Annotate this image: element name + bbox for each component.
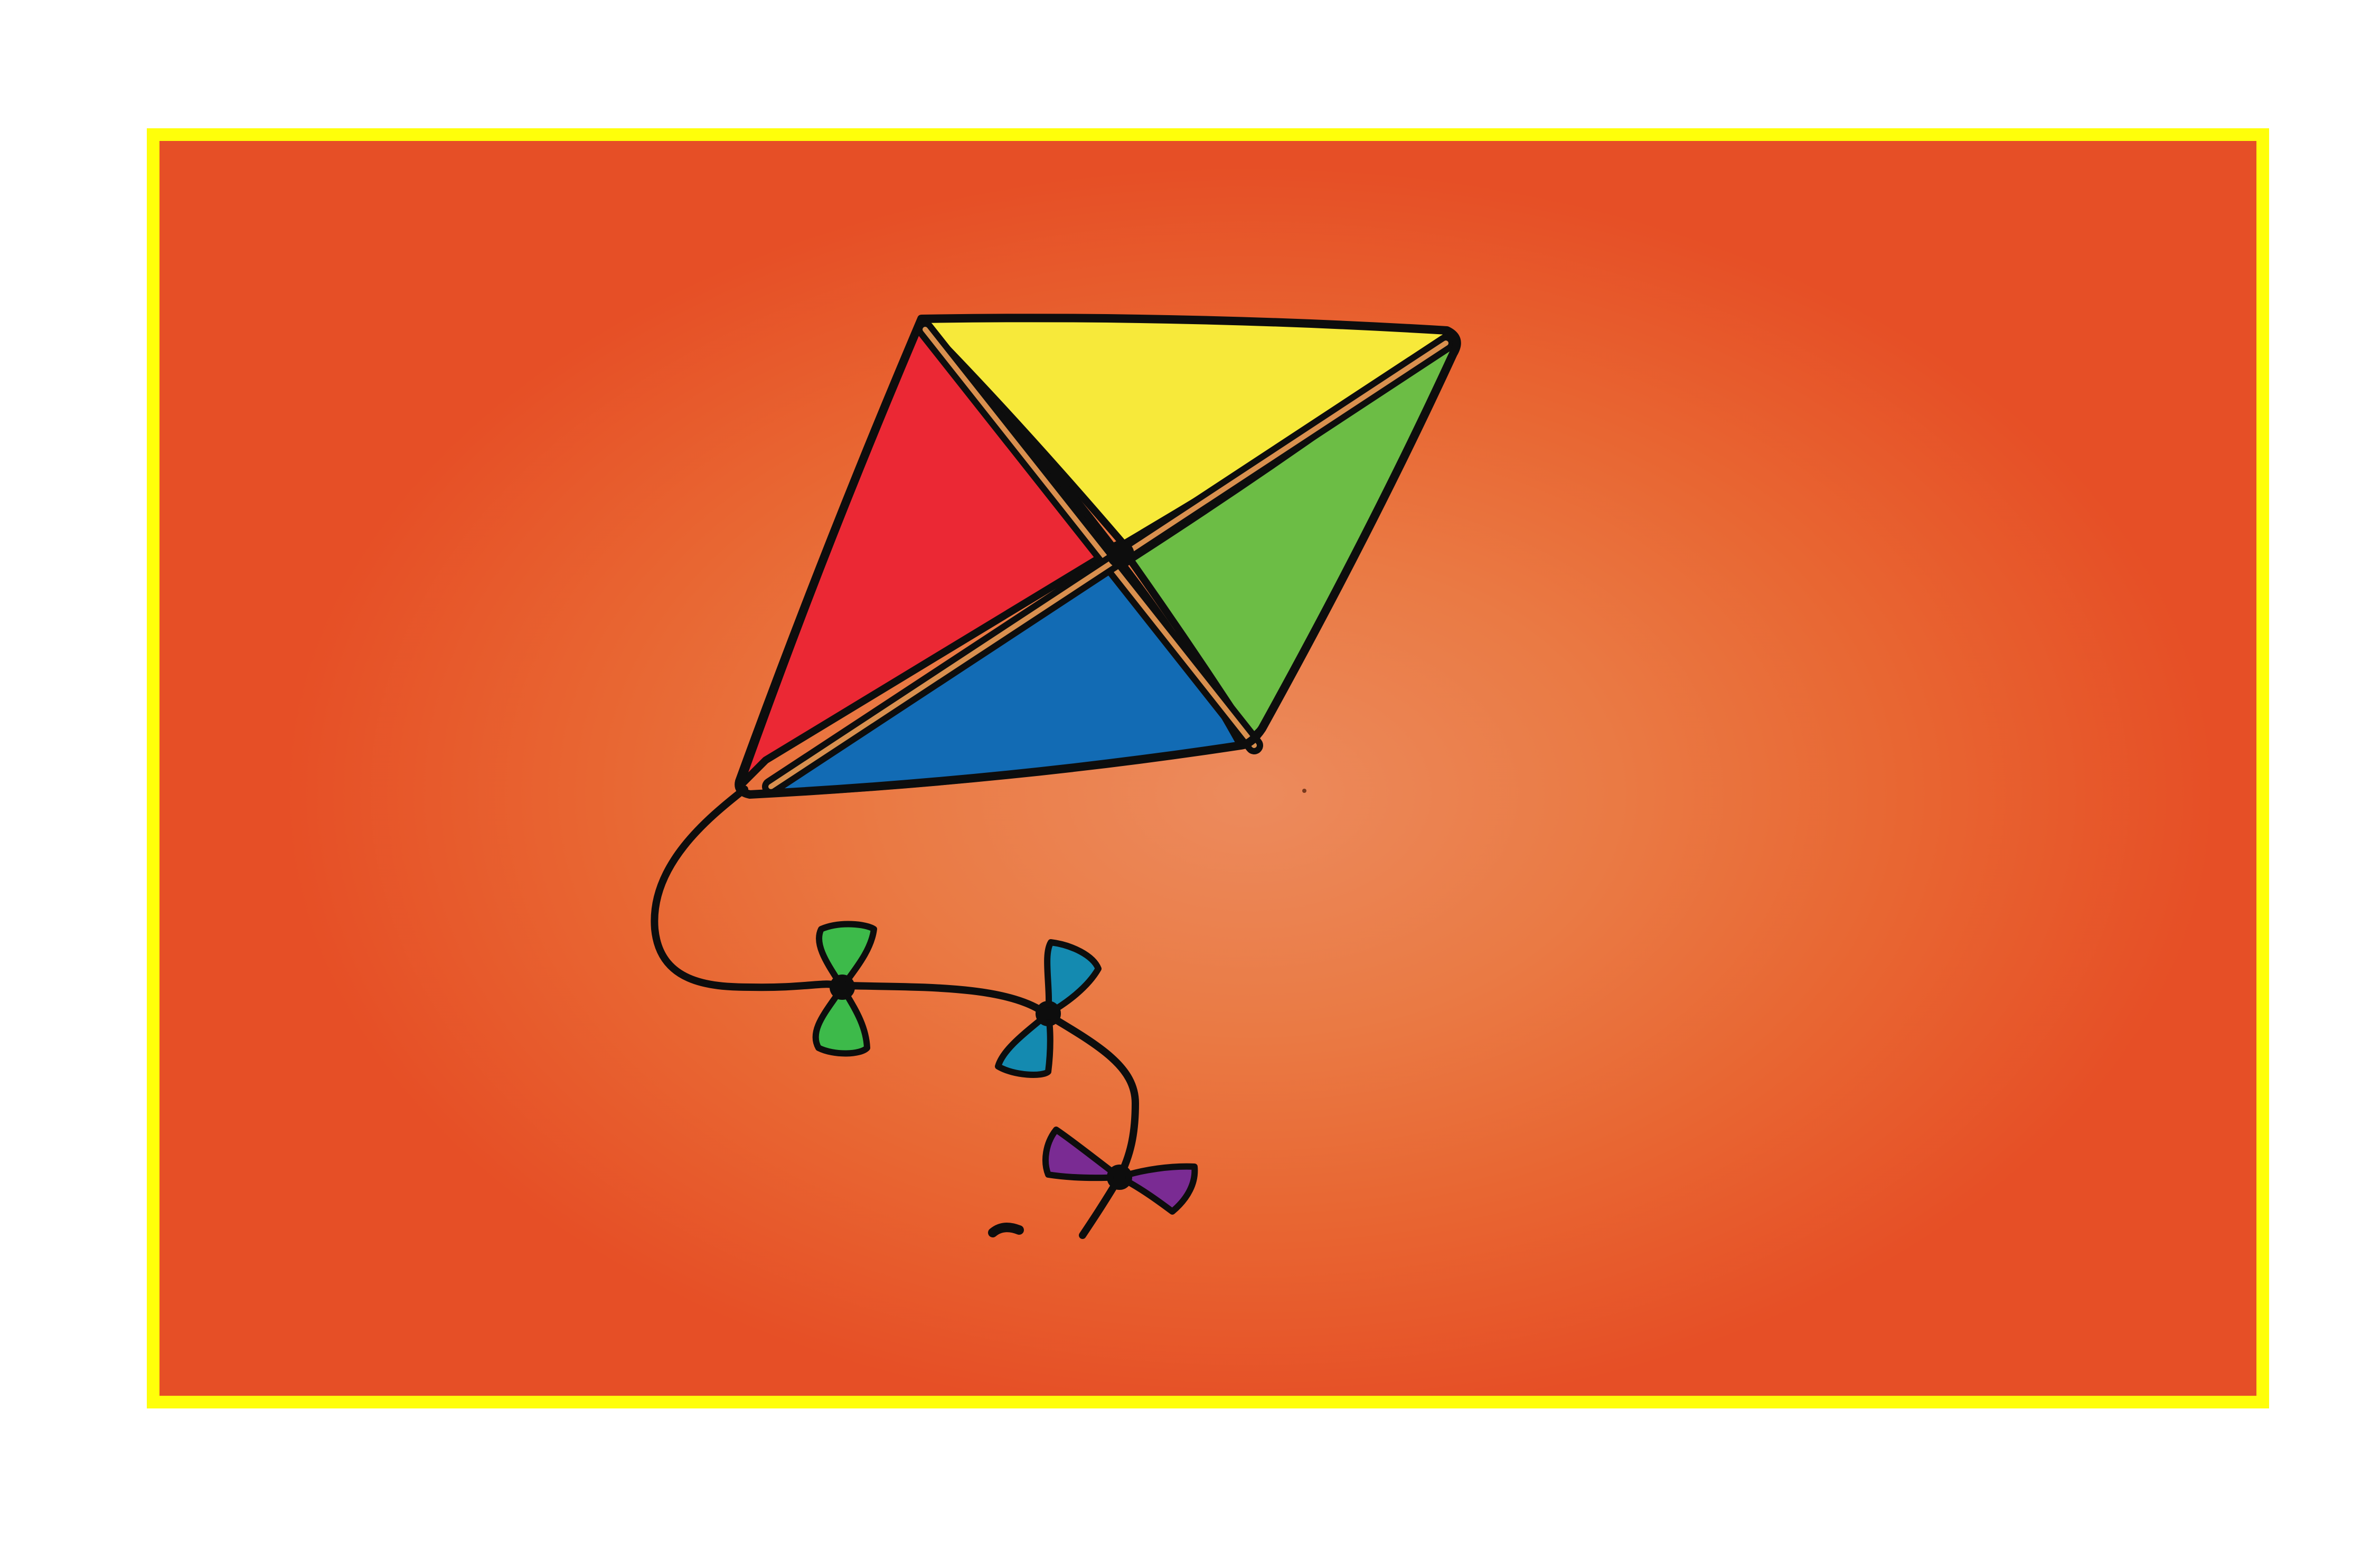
kite-tail-string <box>651 786 1140 1239</box>
tail-bow-purple <box>1042 1127 1198 1215</box>
tail-bow-green <box>812 921 877 1057</box>
background-speck <box>1302 789 1306 793</box>
kite-center-knot <box>1107 541 1134 568</box>
kite-outline <box>735 314 1461 799</box>
kite-spars <box>762 320 1455 796</box>
tail-bow-teal <box>995 939 1102 1078</box>
kite-tail-string-end <box>988 1223 1024 1237</box>
